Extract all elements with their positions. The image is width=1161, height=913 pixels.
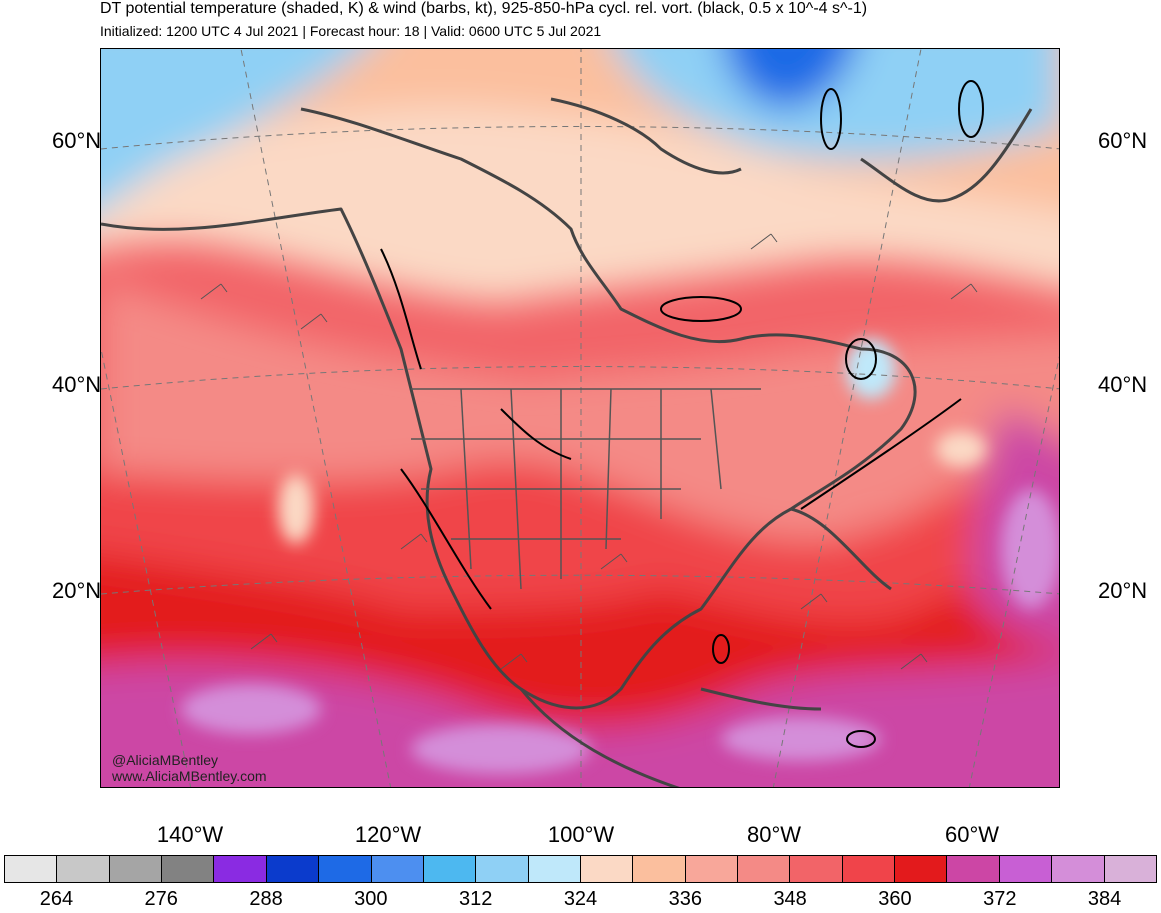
graticule bbox=[101, 49, 1059, 787]
lat-label-right-60: 60°N bbox=[1098, 128, 1148, 153]
state-borders bbox=[411, 388, 761, 590]
colorbar-swatch bbox=[528, 856, 581, 882]
colorbar-swatch bbox=[947, 856, 1000, 882]
colorbar-swatch bbox=[109, 856, 163, 882]
map-title: DT potential temperature (shaded, K) & w… bbox=[100, 0, 868, 17]
temperature-shading bbox=[101, 49, 1059, 787]
weather-map bbox=[100, 48, 1060, 788]
colorbar-label: 276 bbox=[144, 888, 178, 910]
colorbar-label: 324 bbox=[563, 888, 598, 910]
colorbar-swatch bbox=[319, 856, 372, 882]
lat-label-right-20: 20°N bbox=[1098, 578, 1148, 603]
lon-label-120w: 120°W bbox=[354, 822, 422, 847]
colorbar-label: 372 bbox=[983, 888, 1017, 910]
colorbar-label: 384 bbox=[1087, 888, 1122, 910]
coastlines bbox=[101, 97, 1033, 787]
colorbar-swatch bbox=[423, 856, 477, 882]
lon-label-80w: 80°W bbox=[746, 822, 802, 847]
colorbar-swatch bbox=[999, 856, 1053, 882]
colorbar-swatch bbox=[266, 856, 320, 882]
watermark-handle: @AliciaMBentley bbox=[112, 752, 219, 768]
lat-label-right-40: 40°N bbox=[1098, 372, 1148, 397]
colorbar-swatch bbox=[1052, 856, 1105, 882]
colorbar-label: 360 bbox=[878, 888, 912, 910]
lat-label-left-40: 40°N bbox=[52, 372, 102, 397]
vorticity-contours bbox=[380, 80, 984, 748]
colorbar-swatch bbox=[162, 856, 215, 882]
colorbar-label: 288 bbox=[249, 888, 283, 910]
colorbar-swatch bbox=[1104, 856, 1156, 882]
colorbar-label: 348 bbox=[773, 888, 807, 910]
colorbar-swatch bbox=[790, 856, 843, 882]
colorbar-swatch bbox=[738, 856, 791, 882]
colorbar-swatch bbox=[685, 856, 739, 882]
colorbar-swatch bbox=[633, 856, 686, 882]
colorbar bbox=[4, 855, 1157, 883]
lat-label-left-60: 60°N bbox=[52, 128, 102, 153]
colorbar-swatch bbox=[842, 856, 896, 882]
colorbar-swatch bbox=[580, 856, 634, 882]
lon-label-100w: 100°W bbox=[547, 822, 615, 847]
colorbar-swatch bbox=[895, 856, 948, 882]
wind-barbs bbox=[200, 233, 978, 670]
colorbar-swatch bbox=[57, 856, 110, 882]
colorbar-swatch bbox=[5, 856, 58, 882]
colorbar-swatch bbox=[476, 856, 529, 882]
lon-label-60w: 60°W bbox=[944, 822, 1000, 847]
colorbar-swatch bbox=[214, 856, 267, 882]
map-canvas bbox=[101, 49, 1059, 787]
lon-label-140w: 140°W bbox=[156, 822, 224, 847]
colorbar-swatch bbox=[371, 856, 424, 882]
colorbar-label: 312 bbox=[458, 888, 493, 910]
watermark-site: www.AliciaMBentley.com bbox=[112, 768, 267, 784]
colorbar-label: 300 bbox=[354, 888, 388, 910]
map-subtitle: Initialized: 1200 UTC 4 Jul 2021 | Forec… bbox=[100, 23, 602, 39]
colorbar-label: 264 bbox=[39, 888, 74, 910]
lat-label-left-20: 20°N bbox=[52, 578, 102, 603]
colorbar-label: 336 bbox=[668, 888, 702, 910]
